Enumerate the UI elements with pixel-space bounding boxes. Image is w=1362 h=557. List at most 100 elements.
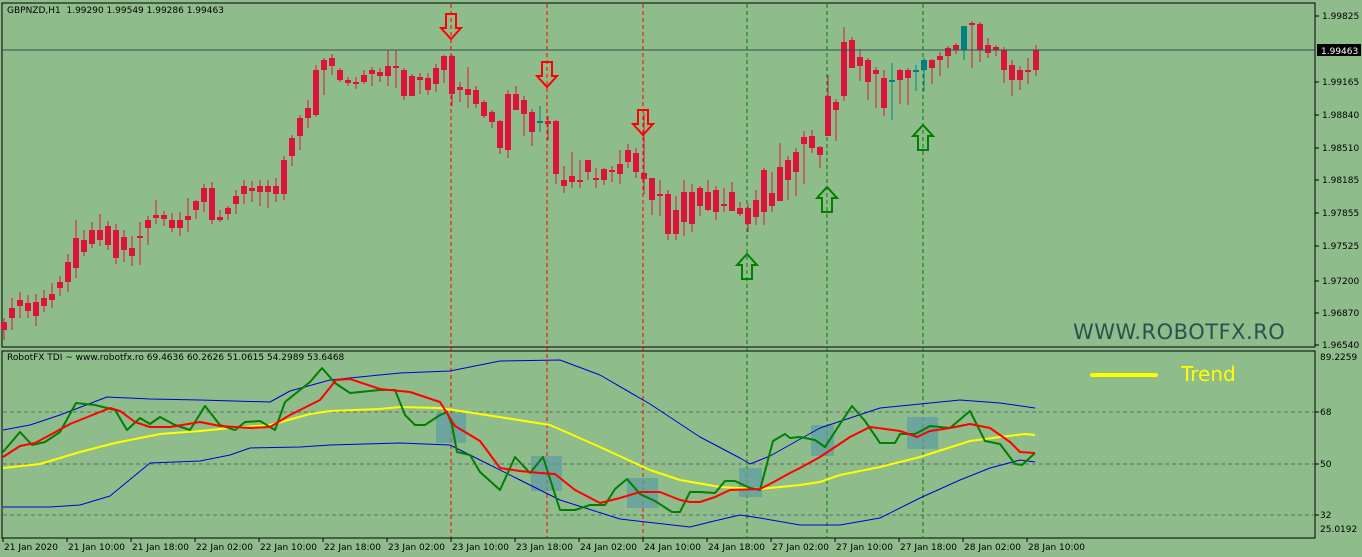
bear-candle [865, 60, 871, 82]
signal-arrows [438, 13, 936, 280]
time-tick-label: 23 Jan 18:00 [516, 543, 573, 553]
bear-candle [601, 169, 607, 180]
bear-candle [401, 70, 407, 96]
tdi-lines [2, 359, 1036, 528]
bear-candle [169, 220, 175, 228]
bear-candle [9, 308, 15, 318]
time-tick-label: 22 Jan 18:00 [324, 543, 381, 553]
bear-candle [73, 238, 79, 268]
bear-candle [745, 208, 751, 224]
bear-candle [145, 220, 151, 228]
bear-candle [681, 192, 687, 222]
price-tick-label: 1.99165 [1322, 78, 1359, 88]
buy-arrow-icon [910, 123, 936, 151]
bull-candle [961, 26, 967, 50]
bear-candle [929, 60, 935, 68]
bear-candle [505, 94, 511, 150]
bear-candle [81, 240, 87, 252]
bear-candle [289, 138, 295, 156]
bear-candle [193, 201, 199, 210]
time-tick-label: 22 Jan 02:00 [196, 543, 253, 553]
buy-arrow-icon [814, 185, 840, 213]
bear-candle [1009, 65, 1015, 80]
bear-candle [33, 302, 39, 316]
bear-candle [561, 180, 567, 186]
bear-candle [385, 66, 391, 76]
bear-candle [201, 188, 207, 202]
bear-candle [449, 56, 455, 94]
bear-candle [57, 282, 63, 288]
bear-candle [273, 186, 279, 194]
time-tick-label: 28 Jan 02:00 [964, 543, 1021, 553]
bear-candle [329, 58, 335, 66]
grid-layer [3, 411, 1314, 516]
bear-candle [793, 152, 799, 172]
bear-candle [345, 80, 351, 83]
main-chart-title: GBPNZD,H1 1.99290 1.99549 1.99286 1.9946… [7, 6, 224, 16]
time-tick-label: 23 Jan 02:00 [388, 543, 445, 553]
bear-candle [953, 45, 959, 50]
bear-candle [625, 150, 631, 162]
bear-candle [457, 87, 463, 90]
bear-candle [937, 56, 943, 60]
bear-candle [137, 236, 143, 238]
bear-candle [1033, 50, 1039, 70]
bear-candle [969, 23, 975, 25]
bear-candle [161, 215, 167, 219]
bear-candle [785, 160, 791, 180]
sell-arrow-icon [534, 61, 560, 89]
signal-box [436, 413, 466, 443]
bear-candle [233, 196, 239, 204]
bear-candle [409, 76, 415, 96]
bear-candle [217, 217, 223, 220]
bear-candle [857, 57, 863, 66]
price-tick-label: 1.97855 [1322, 209, 1359, 219]
buy-arrow-icon [734, 252, 760, 280]
time-tick-label: 21 Jan 2020 [4, 543, 58, 553]
bear-candle [337, 70, 343, 80]
bull-candle [889, 80, 895, 82]
bear-candle [529, 112, 535, 132]
bear-candle [185, 216, 191, 220]
time-tick-label: 22 Jan 10:00 [260, 543, 317, 553]
bear-candle [617, 164, 623, 174]
bear-candle [481, 102, 487, 116]
bear-candle [473, 90, 479, 104]
price-tick-label: 1.98185 [1322, 176, 1359, 186]
bear-candle [113, 230, 119, 258]
bear-candle [25, 303, 31, 311]
bear-candle [433, 68, 439, 84]
price-tick-label: 1.99825 [1322, 12, 1359, 22]
bear-candle [689, 192, 695, 224]
bear-candle [225, 208, 231, 214]
price-tick-label: 1.96540 [1322, 341, 1359, 351]
bear-candle [41, 298, 47, 306]
price-tick-label: 1.98510 [1322, 144, 1359, 154]
bear-candle [249, 188, 255, 191]
bear-candle [313, 70, 319, 115]
bear-candle [521, 100, 527, 114]
bear-candle [465, 89, 471, 95]
bear-candle [417, 77, 423, 80]
bear-candle [657, 194, 663, 196]
bear-candle [1001, 50, 1007, 70]
price-tick-label: 1.97200 [1322, 277, 1359, 287]
bull-candle [537, 121, 543, 123]
bear-candle [721, 204, 727, 206]
tdi-market-base-line [2, 406, 1036, 490]
sell-arrow-icon [630, 109, 656, 137]
tdi-rsi-line [2, 367, 1036, 513]
bear-candle [489, 112, 495, 122]
time-tick-label: 21 Jan 10:00 [68, 543, 125, 553]
bear-candle [753, 200, 759, 217]
bear-candle [649, 178, 655, 200]
price-tick-label: 1.97525 [1322, 242, 1359, 252]
signal-vertical-lines [450, 4, 924, 537]
bear-candle [977, 24, 983, 50]
bear-candle [321, 60, 327, 70]
bear-candle [881, 78, 887, 108]
tdi-lower-band [3, 442, 1036, 528]
bear-candle [305, 108, 311, 118]
tdi-upper-band [2, 359, 1036, 465]
